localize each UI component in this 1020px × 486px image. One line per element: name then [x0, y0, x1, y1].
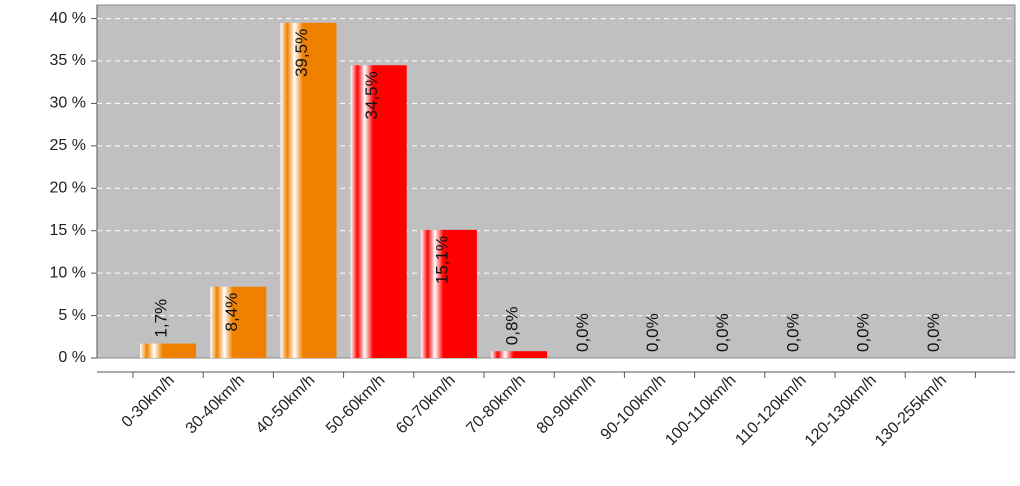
x-tick-label: 30-40km/h	[183, 372, 248, 437]
value-label: 34,5%	[362, 71, 381, 119]
x-tick-label: 90-100km/h	[598, 372, 670, 444]
value-label: 0,0%	[643, 313, 662, 352]
x-tick-label: 80-90km/h	[534, 372, 599, 437]
y-tick-label: 30 %	[50, 95, 86, 112]
x-tick-label: 60-70km/h	[393, 372, 458, 437]
y-tick-label: 20 %	[50, 180, 86, 197]
value-label: 1,7%	[152, 299, 171, 338]
y-tick-label: 0 %	[58, 349, 86, 366]
value-label: 0,0%	[783, 313, 802, 352]
bar	[210, 286, 267, 358]
value-label: 8,4%	[222, 293, 241, 332]
value-label: 0,0%	[573, 313, 592, 352]
x-tick-label: 40-50km/h	[253, 372, 318, 437]
value-label: 15,1%	[432, 236, 451, 284]
y-tick-label: 25 %	[50, 137, 86, 154]
y-tick-label: 15 %	[50, 222, 86, 239]
y-tick-label: 10 %	[50, 264, 86, 281]
value-label: 0,0%	[854, 313, 873, 352]
y-tick-label: 35 %	[50, 52, 86, 69]
x-tick-label: 100-110km/h	[662, 372, 739, 449]
y-tick-label: 40 %	[50, 10, 86, 27]
value-label: 0,8%	[503, 306, 522, 345]
x-tick-label: 130-255km/h	[872, 372, 950, 450]
bar	[420, 229, 477, 358]
x-tick-label: 50-60km/h	[323, 372, 388, 437]
value-label: 0,0%	[713, 313, 732, 352]
value-label: 0,0%	[924, 313, 943, 352]
x-tick-label: 0-30km/h	[119, 372, 178, 431]
bar	[280, 22, 337, 359]
bar	[350, 65, 407, 359]
x-tick-label: 110-120km/h	[732, 372, 809, 449]
y-tick-label: 5 %	[58, 307, 86, 324]
value-label: 39,5%	[292, 29, 311, 77]
bar	[140, 343, 197, 358]
bar	[491, 351, 548, 358]
x-tick-label: 120-130km/h	[802, 372, 880, 450]
x-tick-label: 70-80km/h	[463, 372, 528, 437]
